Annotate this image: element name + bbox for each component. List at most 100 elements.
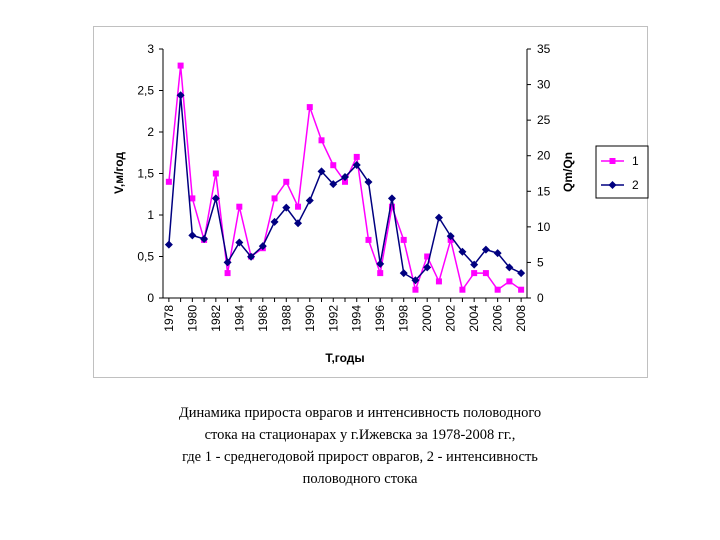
series-layer — [164, 62, 526, 293]
y-right-tick-label: 30 — [537, 78, 551, 92]
legend-label-2: 2 — [632, 178, 639, 192]
legend-label-1: 1 — [632, 154, 639, 168]
y-left-tick-label: 1 — [147, 208, 154, 222]
series-2-point — [270, 217, 279, 226]
series-1-point — [353, 153, 360, 160]
legend-box — [595, 145, 649, 199]
series-2-point — [329, 180, 338, 189]
series-2-point — [493, 249, 502, 258]
caption-line: стока на стационарах у г.Ижевска за 1978… — [204, 427, 516, 443]
x-tick-label: 1984 — [232, 305, 246, 332]
series-1-point — [377, 270, 384, 277]
series-1-point — [435, 278, 442, 285]
caption-line: Динамика прироста оврагов и интенсивност… — [178, 405, 542, 421]
x-tick-label: 1978 — [162, 305, 176, 332]
series-1-point — [471, 270, 478, 277]
series-2-point — [317, 167, 326, 176]
series-2-point — [305, 196, 314, 205]
series-2-point — [376, 259, 385, 268]
x-tick-label: 1988 — [279, 305, 293, 332]
x-tick-label: 2002 — [444, 305, 458, 332]
series-1-point — [482, 270, 489, 277]
series-1-point — [494, 286, 501, 293]
y-right-tick-label: 5 — [537, 255, 544, 269]
legend-marker-1 — [609, 158, 616, 164]
x-tick-label: 1998 — [397, 305, 411, 332]
chart-frame — [93, 26, 648, 378]
y-left-tick-label: 3 — [147, 42, 154, 56]
y-right-tick-label: 10 — [537, 220, 551, 234]
series-1-point — [177, 62, 184, 69]
series-2-point — [364, 178, 373, 187]
y-left-tick-label: 1,5 — [137, 167, 154, 181]
series-2-point — [458, 247, 467, 256]
series-2-point — [235, 238, 244, 247]
series-2-point — [188, 231, 197, 240]
series-1-point — [189, 195, 196, 202]
y-left-tick-label: 2,5 — [137, 84, 154, 98]
series-2-point — [247, 252, 256, 261]
y-left-tick-label: 0 — [147, 291, 154, 305]
series-1-point — [224, 270, 231, 277]
x-tick-label: 1996 — [373, 305, 387, 332]
x-tick-label: 1994 — [350, 305, 364, 332]
series-2-point — [294, 219, 303, 228]
series-1-point — [459, 286, 466, 293]
series-1-point — [318, 137, 325, 144]
series-2-point — [258, 242, 267, 251]
series-1-point — [342, 178, 348, 185]
caption-line: где 1 - среднегодовой прирост оврагов, 2… — [182, 449, 538, 465]
series-2-point — [282, 203, 291, 212]
x-tick-label: 2006 — [491, 305, 505, 332]
series-1-point — [518, 286, 525, 293]
series-2-point — [164, 240, 173, 249]
series-2-point — [352, 160, 361, 169]
series-1-point — [271, 195, 278, 202]
series-line-2 — [168, 95, 522, 282]
series-2-point — [470, 260, 479, 269]
y-right-tick-label: 35 — [537, 42, 551, 56]
y-right-tick-label: 20 — [537, 149, 551, 163]
series-1-point — [165, 178, 172, 185]
series-1-point — [295, 203, 302, 210]
series-1-point — [365, 236, 372, 243]
y-left-tick-label: 0,5 — [137, 250, 154, 264]
series-2-point — [211, 194, 220, 203]
x-axis-title: Т,годы — [325, 351, 364, 365]
series-2-point — [411, 276, 420, 285]
series-1-point — [212, 170, 219, 177]
y-axis-right-title: Qm/Qn — [561, 152, 575, 192]
figure-caption: Динамика прироста оврагов и интенсивност… — [90, 402, 630, 490]
series-2-point — [387, 194, 396, 203]
x-tick-label: 2000 — [420, 305, 434, 332]
y-axis-left-title: V,м/год — [112, 152, 126, 194]
series-2-point — [200, 234, 209, 243]
legend-marker-2 — [608, 181, 617, 189]
x-tick-label: 1986 — [256, 305, 270, 332]
y-right-tick-label: 15 — [537, 184, 551, 198]
caption-line: половодного стока — [302, 471, 418, 487]
y-left-tick-label: 2 — [147, 125, 154, 139]
series-2-point — [176, 91, 185, 100]
x-tick-label: 1980 — [185, 305, 199, 332]
series-1-point — [388, 203, 395, 210]
series-1-point — [506, 278, 513, 285]
x-tick-label: 2004 — [467, 305, 481, 332]
series-2-point — [399, 269, 408, 278]
series-1-point — [306, 104, 313, 111]
x-tick-label: 1992 — [326, 305, 340, 332]
series-1-point — [236, 203, 243, 210]
series-1-point — [283, 178, 290, 185]
series-2-point — [341, 173, 349, 182]
x-tick-label: 1990 — [303, 305, 317, 332]
series-2-point — [446, 232, 455, 241]
series-2-point — [434, 213, 443, 222]
series-1-point — [412, 286, 419, 293]
series-2-point — [481, 245, 490, 254]
series-2-point — [423, 263, 432, 272]
series-2-point — [517, 269, 526, 278]
series-1-point — [424, 253, 431, 260]
series-1-point — [400, 236, 407, 243]
